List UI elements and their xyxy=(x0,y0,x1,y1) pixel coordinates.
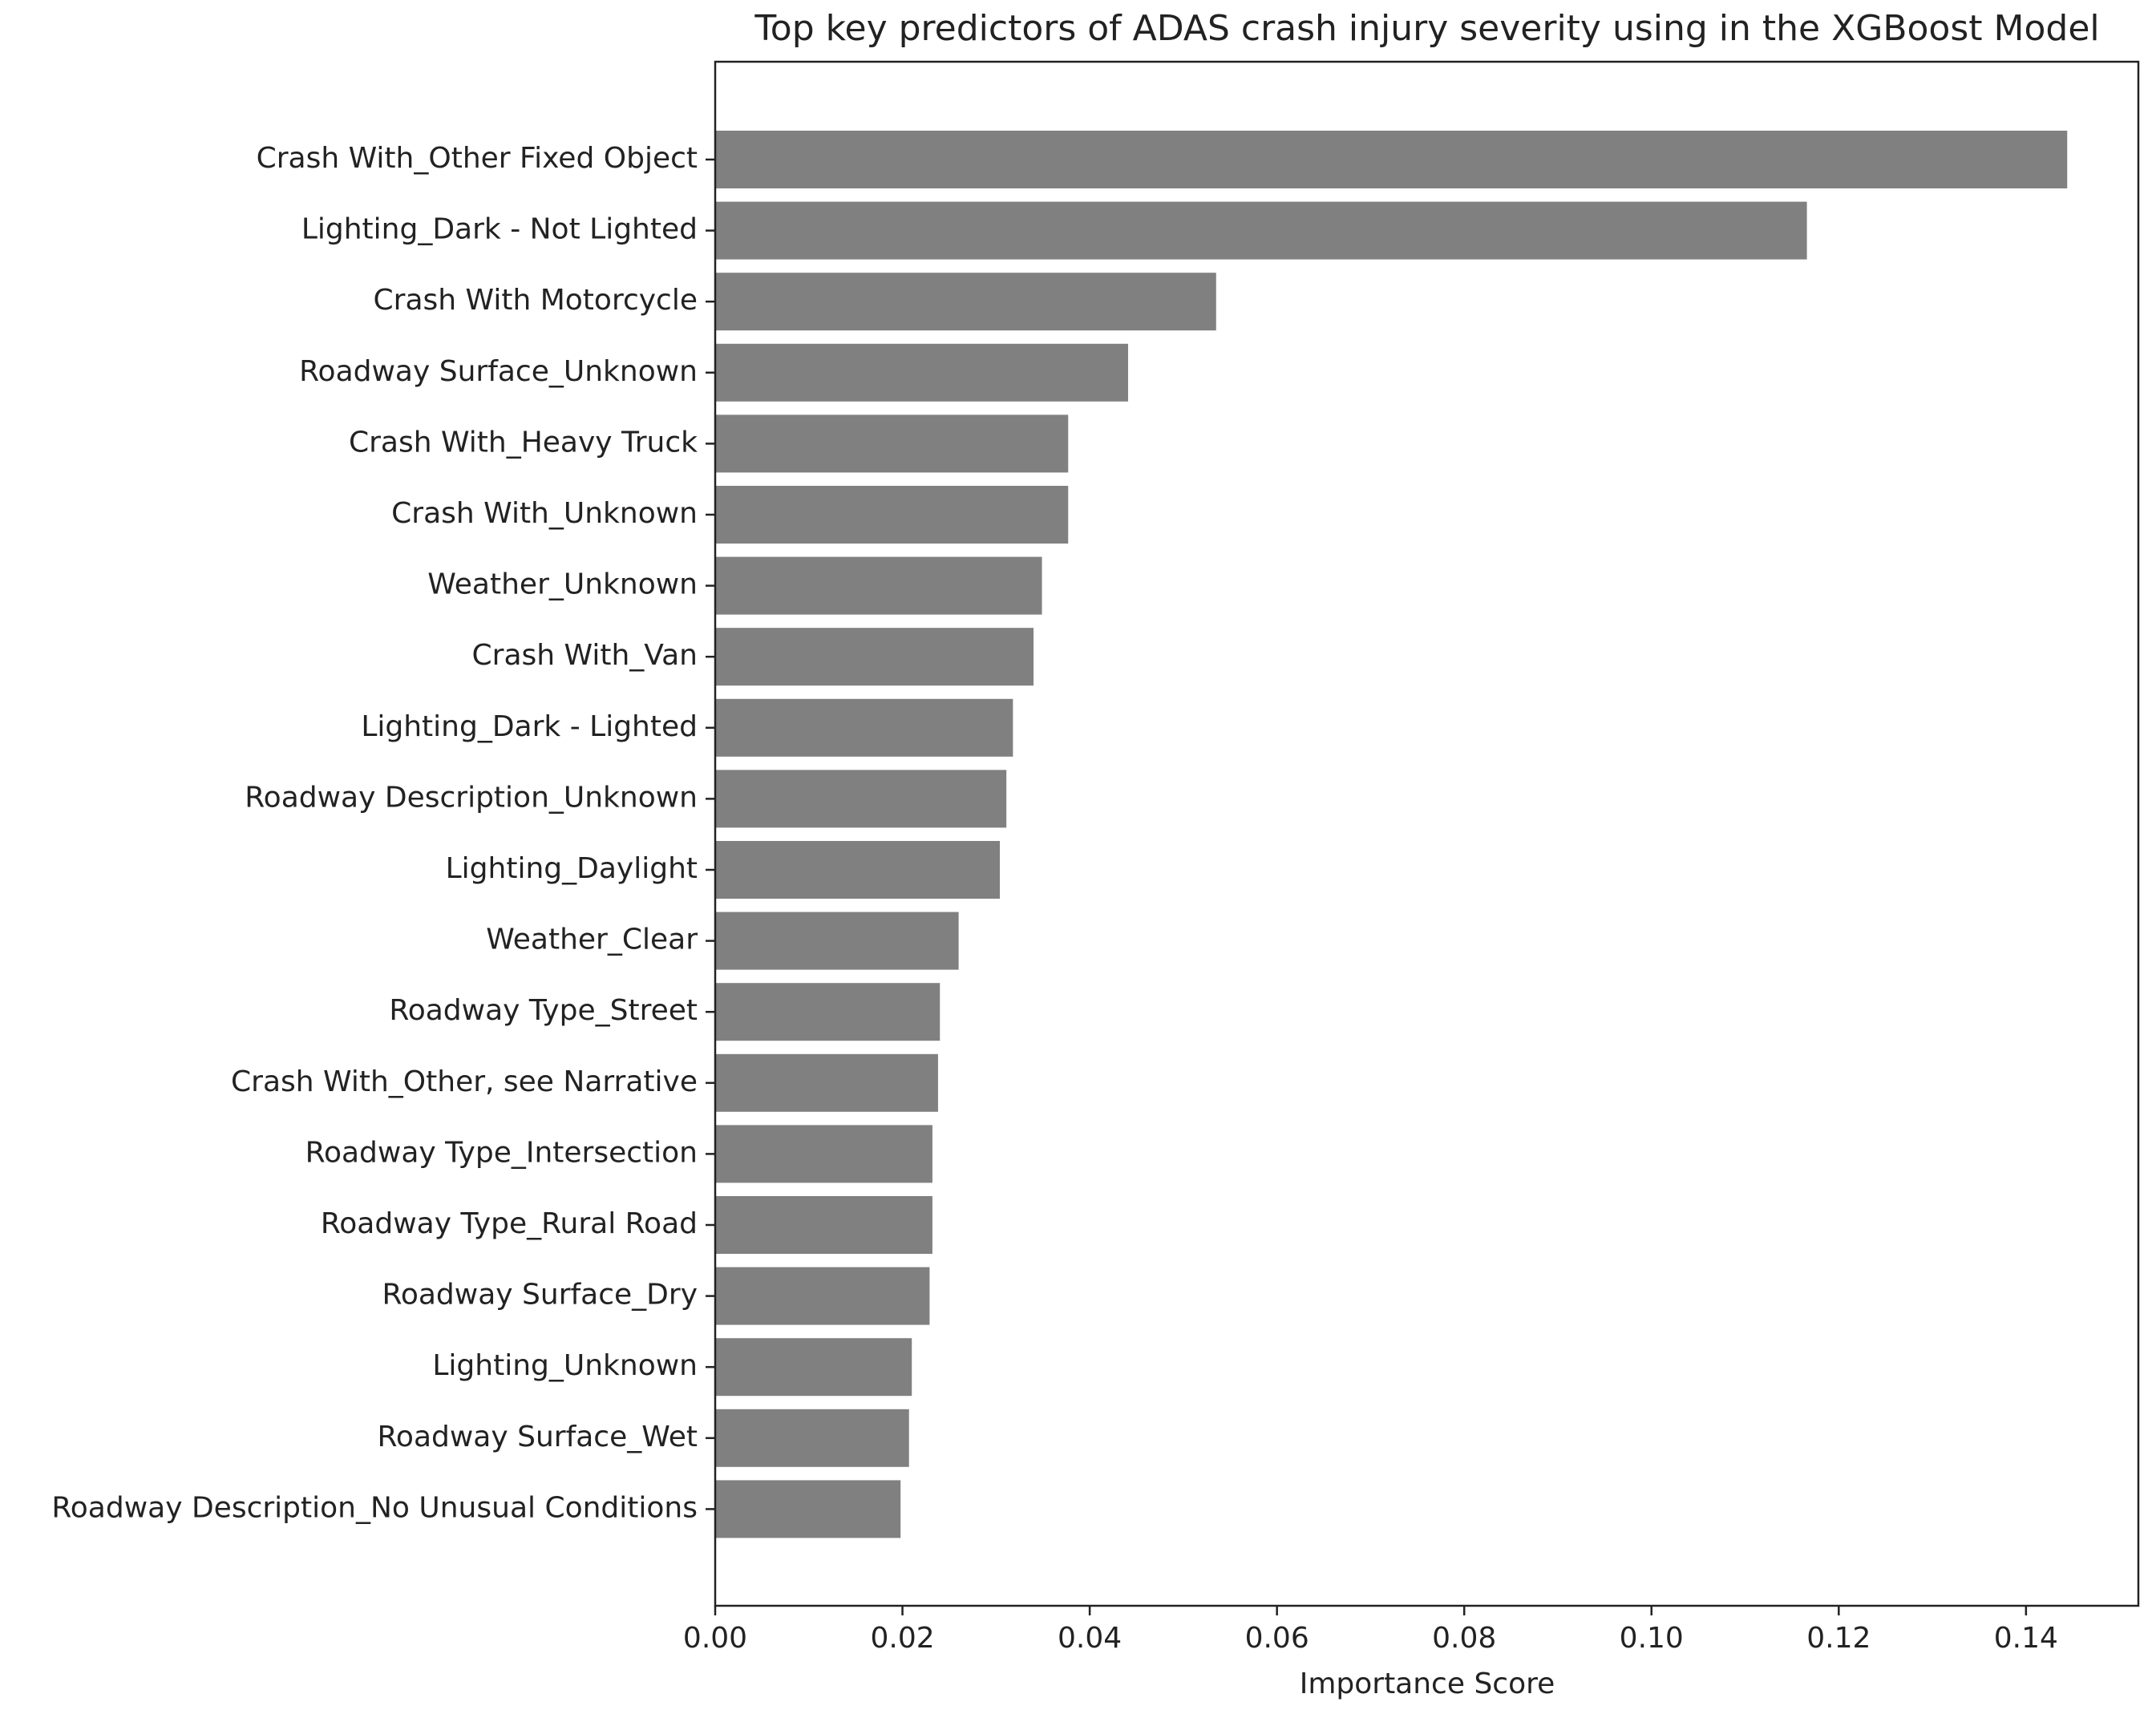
y-tick-label: Roadway Surface_Wet xyxy=(378,1421,698,1453)
y-tick-label: Roadway Description_No Unusual Condition… xyxy=(51,1491,698,1524)
bar xyxy=(715,1480,901,1538)
bar xyxy=(715,983,940,1041)
bar xyxy=(715,1053,938,1112)
x-tick-label: 0.10 xyxy=(1620,1622,1684,1655)
x-tick-label: 0.00 xyxy=(683,1622,747,1655)
y-tick-label: Roadway Type_Street xyxy=(389,994,698,1027)
x-tick-label: 0.02 xyxy=(870,1622,934,1655)
x-tick-label: 0.14 xyxy=(1994,1622,2058,1655)
y-tick-label: Roadway Type_Rural Road xyxy=(321,1207,698,1240)
bar xyxy=(715,131,2068,188)
y-tick-label: Roadway Surface_Unknown xyxy=(299,355,698,388)
bar xyxy=(715,1267,930,1325)
bar xyxy=(715,698,1013,757)
plot-frame xyxy=(714,60,2140,1607)
x-axis-label: Importance Score xyxy=(1300,1668,1555,1700)
y-tick-label: Roadway Surface_Dry xyxy=(382,1279,698,1312)
y-tick-label: Lighting_Dark - Lighted xyxy=(361,710,698,743)
bar xyxy=(715,628,1034,686)
y-tick-label: Roadway Type_Intersection xyxy=(305,1136,698,1169)
bar xyxy=(715,912,959,970)
chart-title: Top key predictors of ADAS crash injury … xyxy=(754,8,2099,49)
y-tick-label: Crash With_Unknown xyxy=(391,497,698,530)
y-tick-label: Crash With Motorcycle xyxy=(374,284,698,317)
bar xyxy=(715,201,1807,260)
bar xyxy=(715,273,1216,331)
y-tick-label: Crash With_Other, see Narrative xyxy=(231,1065,698,1098)
x-tick-label: 0.12 xyxy=(1806,1622,1871,1655)
bar xyxy=(715,414,1069,473)
y-tick-label: Crash With_Van xyxy=(472,639,698,672)
bar xyxy=(715,556,1042,615)
bar xyxy=(715,841,1000,899)
bar xyxy=(715,343,1128,402)
y-tick-label: Roadway Description_Unknown xyxy=(245,781,698,814)
x-tick-label: 0.08 xyxy=(1432,1622,1496,1655)
bar xyxy=(715,770,1007,828)
y-tick-label: Crash With_Other Fixed Object xyxy=(257,142,698,175)
bar xyxy=(715,1125,932,1183)
y-tick-label: Weather_Unknown xyxy=(427,568,698,601)
y-tick-label: Lighting_Unknown xyxy=(432,1349,698,1382)
bar xyxy=(715,486,1069,544)
x-tick-label: 0.04 xyxy=(1058,1622,1122,1655)
x-tick-label: 0.06 xyxy=(1245,1622,1309,1655)
y-tick-label: Crash With_Heavy Truck xyxy=(349,426,698,459)
bar xyxy=(715,1338,912,1397)
bar xyxy=(715,1409,909,1467)
y-tick-label: Lighting_Dark - Not Lighted xyxy=(301,213,698,246)
y-tick-label: Weather_Clear xyxy=(486,924,698,956)
y-tick-label: Lighting_Daylight xyxy=(446,852,698,885)
bar xyxy=(715,1196,932,1254)
